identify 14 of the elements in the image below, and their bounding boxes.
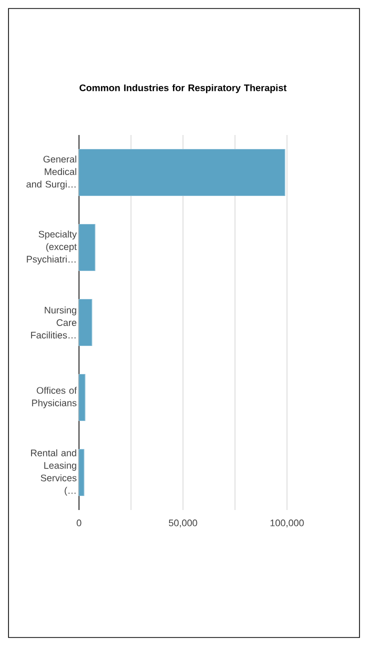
y-tick-label: General Medical and Surgi…	[26, 156, 76, 190]
bar	[78, 374, 86, 422]
bar	[78, 224, 96, 272]
bar	[78, 298, 92, 346]
y-tick-label: Nursing Care Facilities…	[31, 306, 76, 338]
y-tick-label: Rental and Leasing Services (…	[31, 449, 76, 496]
y-tick-label: Offices of Physicians	[32, 386, 77, 408]
y-tick-label: Specialty (except Psychiatri…	[26, 230, 77, 264]
chart-title: Common Industries for Respiratory Therapist	[80, 84, 287, 94]
x-tick-label: 100,000	[270, 520, 304, 528]
bar	[78, 448, 84, 496]
x-tick-label: 50,000	[168, 520, 198, 528]
x-tick-label: 0	[76, 520, 82, 526]
bar	[78, 148, 286, 196]
